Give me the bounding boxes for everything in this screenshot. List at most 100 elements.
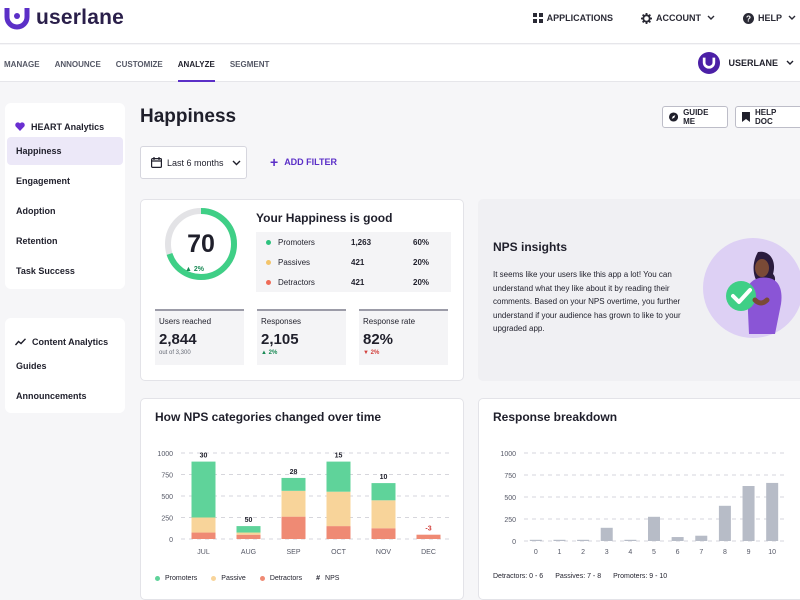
bar-segment-detractors[interactable] bbox=[236, 534, 261, 539]
bar-segment-passive[interactable] bbox=[191, 517, 216, 533]
nps-row-promoters: Promoters 1,263 60% bbox=[256, 232, 451, 252]
passives-dot bbox=[266, 259, 271, 265]
x-tick-label: SEP bbox=[286, 549, 300, 556]
score-bar[interactable] bbox=[695, 535, 708, 541]
gauge-progress bbox=[165, 208, 237, 280]
nps-insights-card: NPS insights It seems like your users li… bbox=[478, 199, 800, 381]
chart-title: Response breakdown bbox=[493, 410, 618, 424]
bar-segment-passive[interactable] bbox=[371, 500, 396, 529]
calendar-icon bbox=[151, 157, 162, 168]
detractors-range: Detractors: 0 - 6 bbox=[493, 573, 544, 580]
sidebar-item-adoption[interactable]: Adoption bbox=[16, 206, 56, 216]
content-analytics-nav: Content Analytics Guides Announcements bbox=[5, 318, 125, 413]
sidebar-item-announcements[interactable]: Announcements bbox=[16, 391, 87, 401]
nps-over-time-chart: 0 250 500 750 1000 30 JUL 50 AUG 28 SEP 15 OCT 10 NOV -… bbox=[157, 451, 451, 556]
stat-label: Response rate bbox=[363, 317, 416, 326]
score-bar[interactable] bbox=[529, 539, 542, 541]
x-tick-label: JUL bbox=[197, 549, 210, 556]
score-bar[interactable] bbox=[718, 505, 731, 541]
userlane-logo[interactable]: userlane bbox=[4, 5, 124, 31]
score-bar[interactable] bbox=[742, 486, 755, 541]
sidebar-item-happiness[interactable]: Happiness bbox=[7, 137, 123, 165]
chart-title: How NPS categories changed over time bbox=[155, 410, 382, 424]
bar-segment-detractors[interactable] bbox=[281, 516, 306, 539]
tab-segment[interactable]: SEGMENT bbox=[229, 60, 270, 69]
legend-label: Detractors bbox=[269, 575, 303, 582]
score-bar[interactable] bbox=[671, 537, 684, 541]
score-bar[interactable] bbox=[553, 539, 566, 541]
y-tick-label: 0 bbox=[169, 537, 173, 544]
nps-value-label: 30 bbox=[200, 453, 208, 460]
org-switcher[interactable]: USERLANE bbox=[698, 52, 794, 74]
help-doc-label: HELP DOC bbox=[754, 108, 777, 126]
bar-segment-passive[interactable] bbox=[281, 490, 306, 517]
nps-row-passives: Passives 421 20% bbox=[256, 252, 451, 272]
date-range-select[interactable]: Last 6 months bbox=[140, 146, 247, 179]
bookmark-icon bbox=[742, 112, 750, 122]
tab-analyze[interactable]: ANALYZE bbox=[177, 45, 215, 82]
legend-promoters: Promoters bbox=[155, 575, 197, 582]
category-name: Promoters bbox=[278, 237, 315, 247]
y-tick-label: 750 bbox=[161, 473, 173, 480]
chevron-down-icon bbox=[788, 15, 796, 20]
svg-text:?: ? bbox=[746, 14, 751, 23]
date-range-value: Last 6 months bbox=[167, 157, 224, 168]
add-filter-button[interactable]: + ADD FILTER bbox=[270, 155, 337, 169]
happiness-score-gauge bbox=[165, 208, 237, 280]
score-bar[interactable] bbox=[624, 539, 637, 541]
help-doc-button[interactable]: HELP DOC bbox=[735, 106, 800, 128]
help-menu[interactable]: ? HELP bbox=[742, 12, 796, 24]
bar-segment-detractors[interactable] bbox=[371, 528, 396, 539]
tab-announce[interactable]: ANNOUNCE bbox=[54, 60, 101, 69]
happiness-score: 70 bbox=[187, 230, 215, 258]
x-tick-label: 0 bbox=[534, 549, 538, 556]
legend-label: Promoters bbox=[165, 575, 198, 582]
x-tick-label: 5 bbox=[652, 549, 656, 556]
sidebar-item-task-success[interactable]: Task Success bbox=[16, 266, 75, 276]
guide-me-label: GUIDE ME bbox=[683, 108, 709, 126]
bar-segment-promoters[interactable] bbox=[281, 477, 306, 491]
org-avatar bbox=[698, 52, 721, 74]
guide-me-button[interactable]: GUIDE ME bbox=[662, 106, 728, 128]
score-bar[interactable] bbox=[648, 516, 660, 541]
bar-segment-promoters[interactable] bbox=[191, 461, 216, 518]
stat-delta: ▲ 2% bbox=[261, 350, 278, 356]
x-tick-label: 3 bbox=[605, 549, 609, 556]
score-bar[interactable] bbox=[577, 539, 590, 541]
score-bar[interactable] bbox=[600, 527, 613, 541]
brand-name: userlane bbox=[36, 6, 124, 29]
promoters-dot bbox=[266, 239, 271, 245]
chart-legend: Promoters Passive Detractors # NPS bbox=[155, 575, 353, 582]
tab-customize[interactable]: CUSTOMIZE bbox=[115, 60, 163, 69]
bar-segment-passive[interactable] bbox=[326, 491, 351, 527]
heart-analytics-title: HEART Analytics bbox=[31, 121, 105, 132]
applications-label: APPLICATIONS bbox=[546, 13, 613, 23]
promoters-range: Promoters: 9 - 10 bbox=[613, 573, 668, 580]
bar-segment-promoters[interactable] bbox=[326, 461, 351, 492]
userlane-logo-icon bbox=[4, 8, 30, 30]
category-name: Passives bbox=[278, 257, 311, 267]
bar-segment-promoters[interactable] bbox=[236, 526, 261, 533]
nps-value-label: 50 bbox=[245, 517, 253, 524]
tab-manage[interactable]: MANAGE bbox=[4, 60, 40, 69]
sidebar-item-retention[interactable]: Retention bbox=[16, 236, 58, 246]
bar-segment-detractors[interactable] bbox=[326, 526, 351, 539]
score-bar[interactable] bbox=[766, 482, 779, 541]
bar-segment-passive[interactable] bbox=[236, 532, 261, 535]
bar-segment-detractors[interactable] bbox=[416, 534, 441, 539]
x-tick-label: 10 bbox=[768, 549, 776, 556]
section-tabs: MANAGE ANNOUNCE CUSTOMIZE ANALYZE SEGMEN… bbox=[4, 45, 284, 82]
chevron-down-icon bbox=[786, 60, 794, 65]
bar-segment-detractors[interactable] bbox=[191, 532, 216, 539]
sidebar-item-engagement[interactable]: Engagement bbox=[16, 176, 71, 186]
help-label: HELP bbox=[757, 13, 782, 23]
nps-value-label: 28 bbox=[290, 469, 298, 476]
stat-label: Responses bbox=[261, 317, 302, 326]
account-menu[interactable]: ACCOUNT bbox=[640, 12, 715, 24]
sidebar-item-guides[interactable]: Guides bbox=[16, 361, 47, 371]
y-tick-label: 500 bbox=[504, 495, 516, 502]
bar-segment-promoters[interactable] bbox=[371, 483, 396, 501]
content-analytics-header: Content Analytics bbox=[5, 318, 125, 352]
applications-menu[interactable]: APPLICATIONS bbox=[532, 13, 613, 23]
legend-label: Passive bbox=[221, 575, 246, 582]
